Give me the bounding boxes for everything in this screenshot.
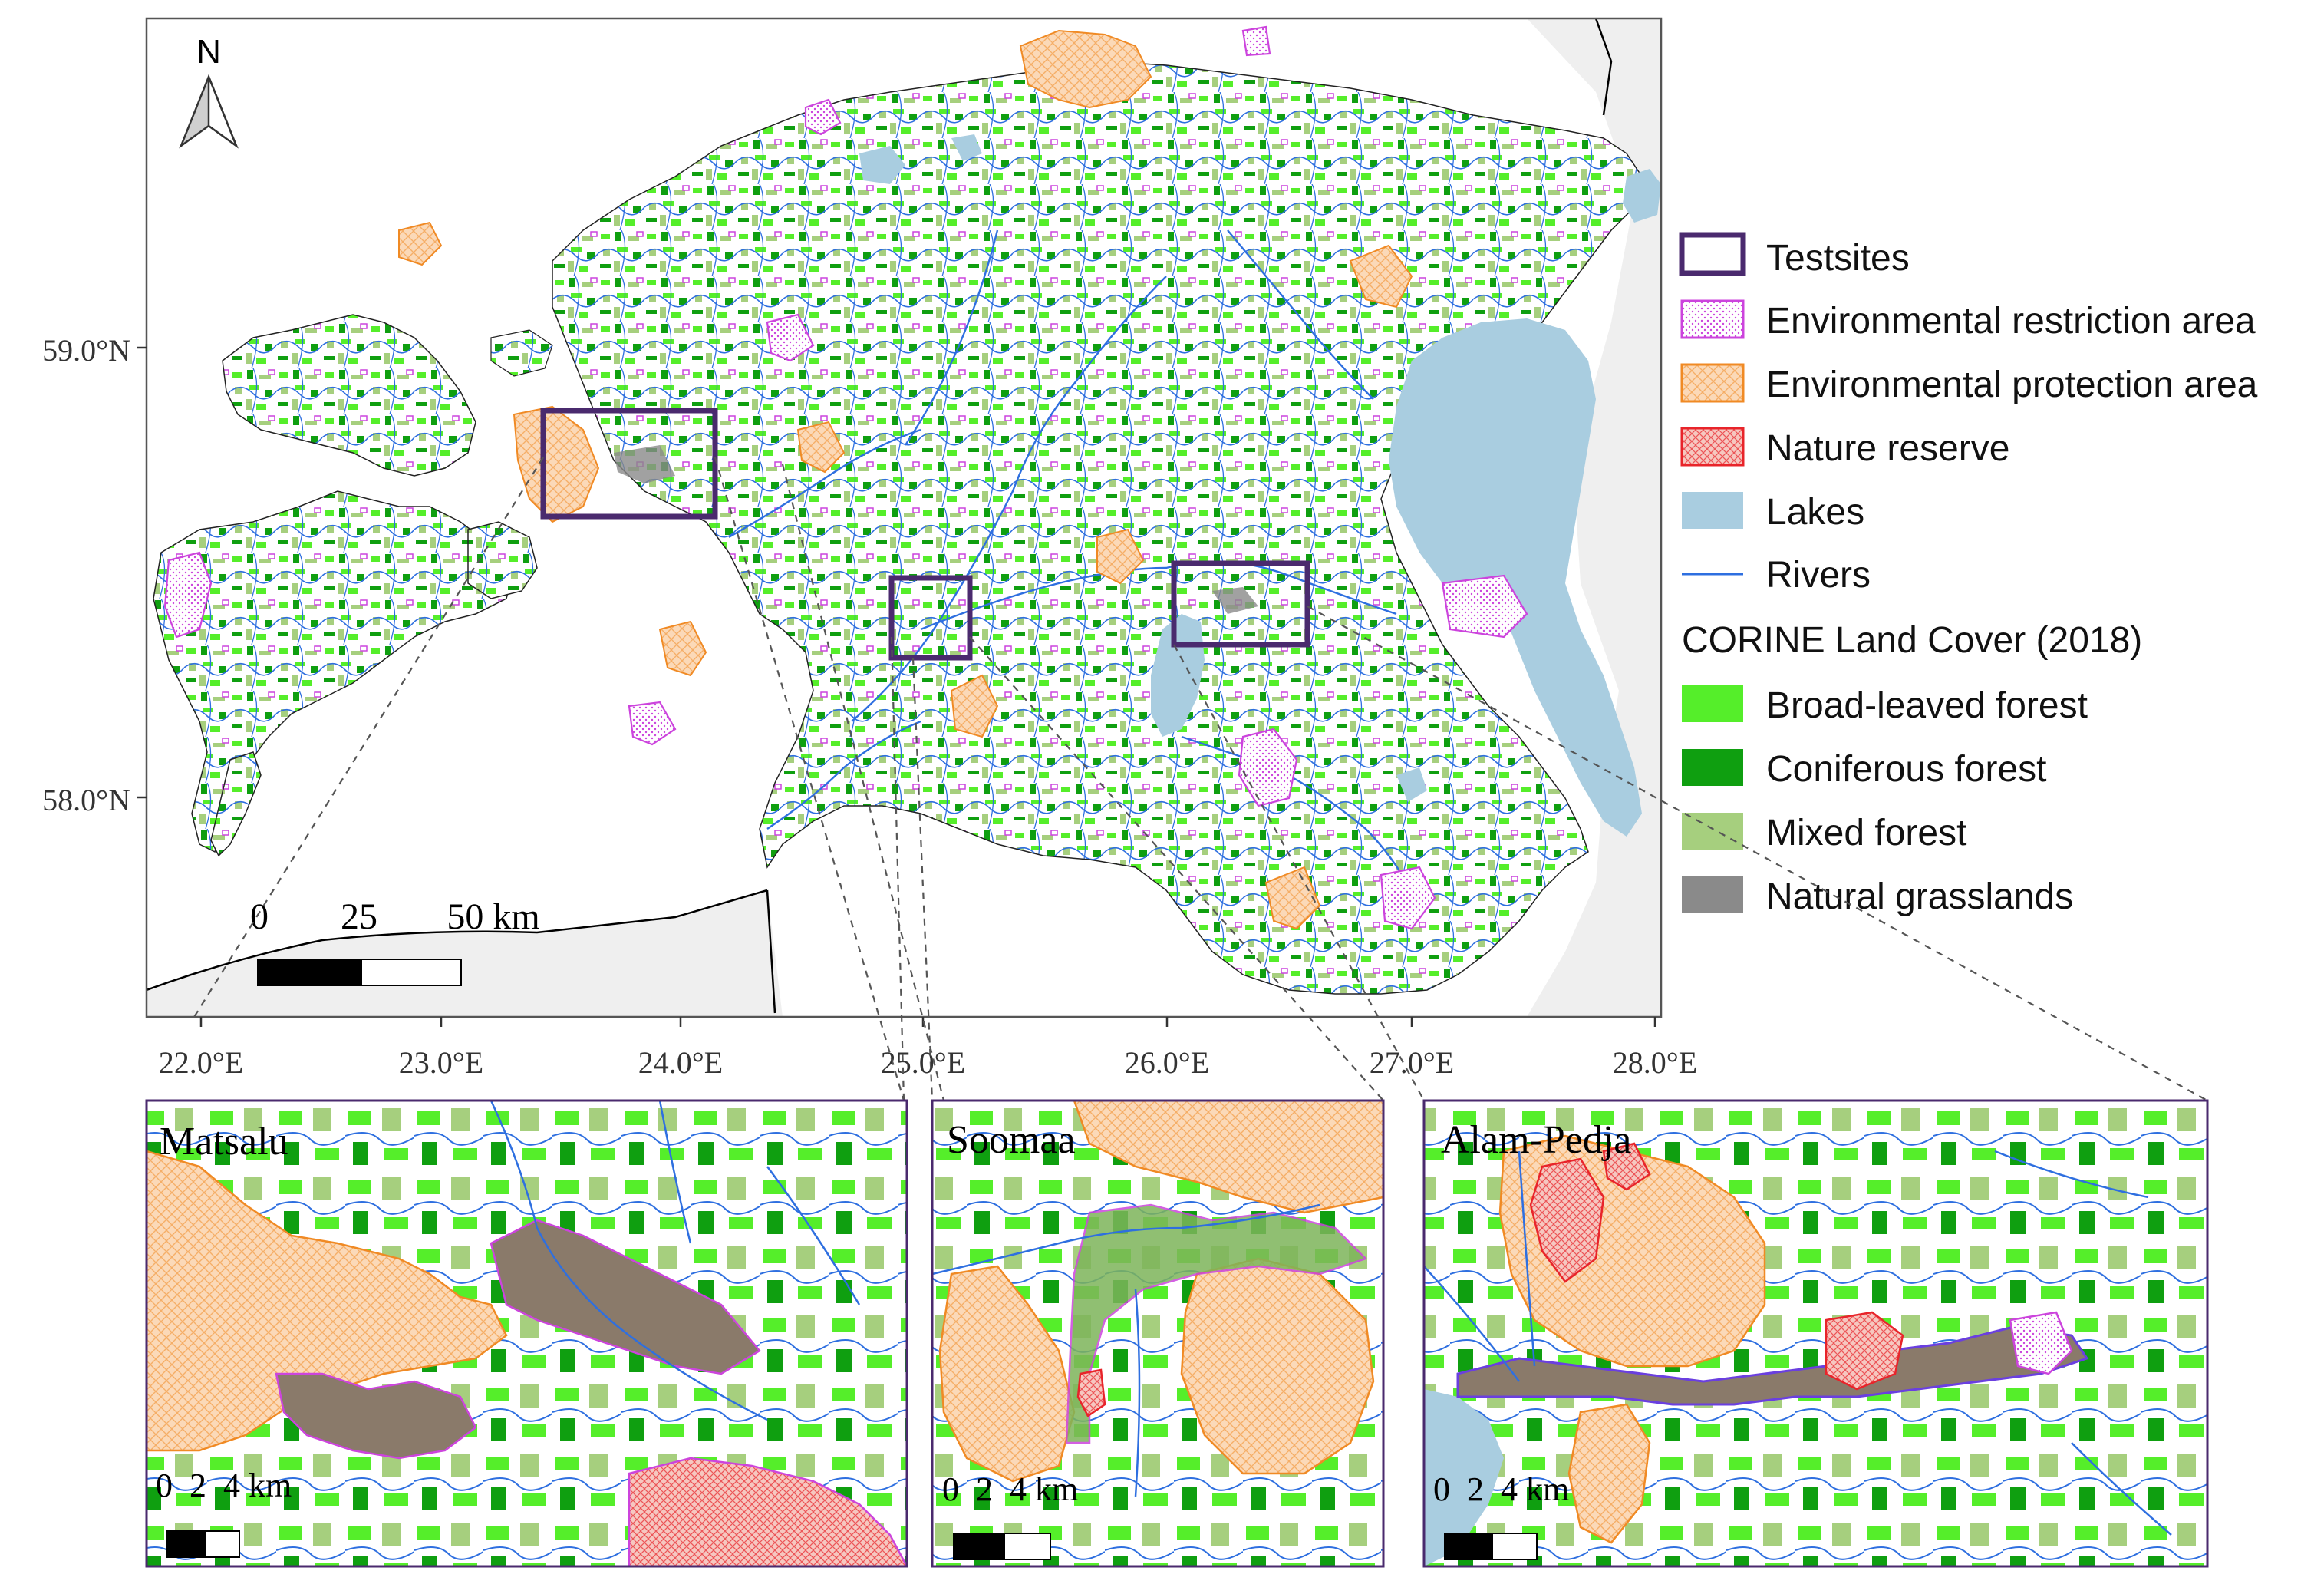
inset-soomaa [932,1101,1383,1566]
testsite-matsalu [540,408,718,520]
alam-pedja-grassland [1456,1326,2089,1406]
main-scalebar: 0 25 50 km [250,896,540,986]
alam-pedja-restriction [2009,1311,2073,1375]
matsalu-protection-area [147,1150,508,1452]
legend: Testsites Environmental restriction area… [1679,232,2258,917]
legend-label-lakes: Lakes [1766,492,1864,533]
inset-alam-pedja-scalebar-black [1444,1533,1493,1560]
main-map-frame [145,17,1663,1018]
inset-matsalu [147,1101,907,1566]
legend-label-rivers: Rivers [1766,555,1871,596]
alam-pedja-reserve-north-2 [1602,1142,1651,1191]
soomaa-restriction [1065,1203,1368,1444]
vormsi-island [490,329,553,377]
alam-pedja-lake [1424,1389,1504,1566]
hiiumaa-island [222,314,476,477]
legend-label-testsites: Testsites [1766,238,1910,279]
legend-label-restriction: Environmental restriction area [1766,301,2256,342]
legend-symbol-protection [1680,363,1745,403]
legend-label-grassland: Natural grasslands [1766,876,2073,917]
muhu-island [467,521,538,599]
legend-symbol-restriction [1680,299,1745,339]
alam-pedja-protection-south [1567,1403,1651,1544]
scalebar-black-segment [257,959,362,986]
lon-label-26: 26.0°E [1125,1045,1209,1080]
legend-label-protection: Environmental protection area [1766,365,2258,405]
inset-alam-pedja-scalebar-label: 0 2 4 km [1433,1470,1569,1508]
matsalu-reserve-se [628,1457,907,1566]
soomaa-protection-north [1073,1101,1383,1214]
inset-alam-pedja-title: Alam-Pedja [1441,1118,1631,1162]
inset-soomaa-scalebar-black [953,1533,1005,1560]
lake-peipus [1389,318,1642,837]
soomaa-protection-west [938,1265,1076,1483]
inset-soomaa-scalebar-white [1004,1533,1051,1560]
legend-label-coniferous: Coniferous forest [1766,749,2047,790]
scalebar-tick-50: 50 km [447,896,539,937]
lat-label-59: 59.0°N [42,333,130,368]
scalebar-tick-25: 25 [341,896,377,937]
lon-label-24: 24.0°E [638,1045,723,1080]
scalebar-white-segment [361,959,462,986]
north-arrow-label: N [196,33,221,71]
main-map: N 0 25 50 km [147,18,1661,1017]
legend-label-broadleaved: Broad-leaved forest [1766,685,2088,726]
legend-symbol-grassland [1682,876,1743,913]
latitude-axis: 59.0°N 58.0°N [42,333,147,817]
legend-symbol-lakes [1682,492,1743,529]
lon-label-27: 27.0°E [1370,1045,1454,1080]
restriction-areas [163,25,1528,930]
lon-label-22: 22.0°E [159,1045,243,1080]
lat-label-58: 58.0°N [42,783,130,817]
matsalu-grassland [490,1219,761,1375]
inset-matsalu-frame [145,1099,908,1568]
inset-alam-pedja [1424,1101,2207,1566]
lon-label-23: 23.0°E [399,1045,483,1080]
inset-connectors [191,457,2208,1101]
alam-pedja-reserve-center [1825,1311,1904,1391]
soomaa-reserve [1076,1368,1106,1417]
legend-symbol-broadleaved [1682,685,1743,722]
legend-label-reserve: Nature reserve [1766,428,2009,469]
legend-label-mixed: Mixed forest [1766,813,1966,853]
legend-symbol-coniferous [1682,749,1743,786]
inset-matsalu-scalebar-black [166,1530,206,1558]
alam-pedja-reserve-north [1529,1157,1605,1283]
inset-matsalu-scalebar-white [204,1530,240,1558]
inset-soomaa-frame [931,1099,1385,1568]
legend-symbol-reserve [1680,427,1745,467]
protection-areas [398,221,1413,930]
testsite-region-fill [1019,29,1152,109]
border-east [1594,18,1613,116]
testsite-alam-pedja [1171,560,1310,648]
longitude-axis: 22.0°E 23.0°E 24.0°E 25.0°E 26.0°E 27.0°… [159,1017,1697,1080]
sorve-peninsula [210,751,262,857]
lon-label-28: 28.0°E [1613,1045,1697,1080]
testsite-soomaa [888,575,973,661]
north-arrow: N [179,33,239,149]
legend-clc-title: CORINE Land Cover (2018) [1682,620,2142,661]
inset-alam-pedja-frame [1422,1099,2209,1568]
main-rivers [728,229,1421,906]
lake-narva [1623,169,1661,223]
legend-symbol-testsites [1679,232,1746,276]
inset-soomaa-title: Soomaa [947,1118,1076,1162]
inset-matsalu-scalebar-label: 0 2 4 km [156,1467,292,1504]
matsalu-grassland-south [275,1372,477,1460]
grassland-areas [614,445,1258,614]
inset-soomaa-scalebar-label: 0 2 4 km [942,1470,1078,1508]
inset-alam-pedja-scalebar-white [1492,1533,1538,1560]
country-border [147,889,776,1014]
inset-matsalu-title: Matsalu [160,1120,288,1163]
legend-symbol-mixed [1682,813,1743,850]
lon-label-25: 25.0°E [881,1045,965,1080]
